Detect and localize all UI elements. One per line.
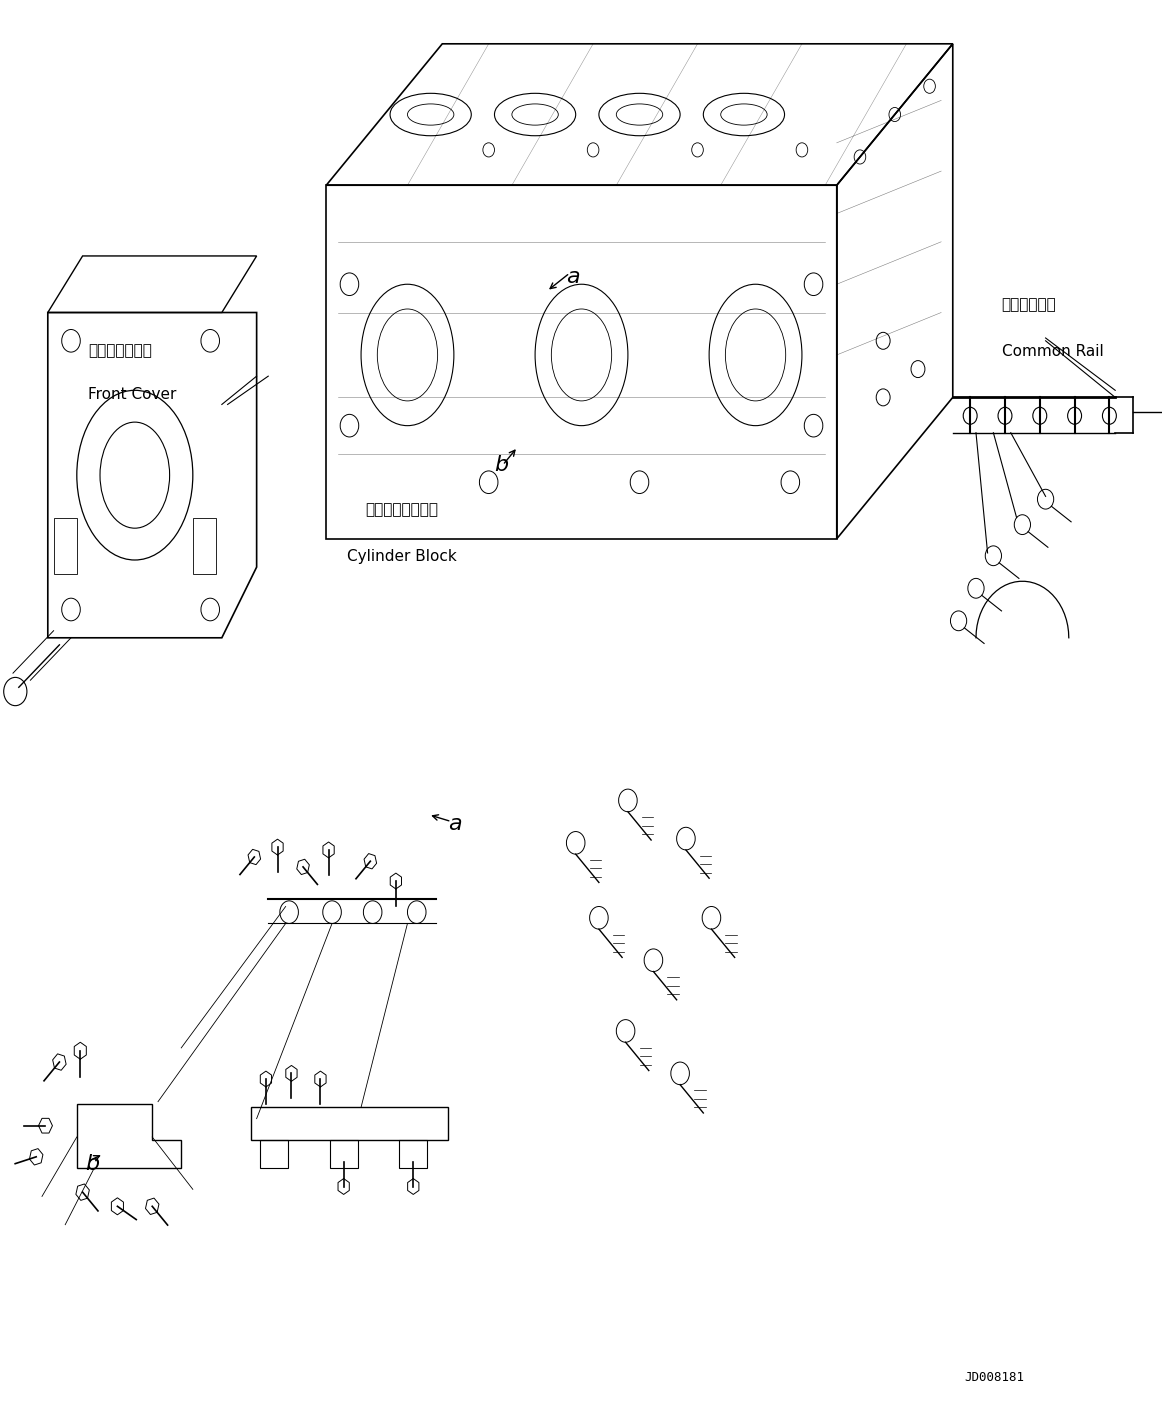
Text: Cylinder Block: Cylinder Block xyxy=(347,548,457,564)
Text: Common Rail: Common Rail xyxy=(1001,344,1104,359)
Text: Front Cover: Front Cover xyxy=(88,387,177,402)
Text: フロントカバー: フロントカバー xyxy=(88,343,152,357)
Bar xyxy=(193,517,216,574)
Text: JD008181: JD008181 xyxy=(964,1372,1025,1384)
Text: a: a xyxy=(566,268,580,288)
Text: コモンレール: コモンレール xyxy=(1001,298,1056,313)
Text: a: a xyxy=(448,815,462,835)
Text: シリンダブロック: シリンダブロック xyxy=(365,503,438,517)
Text: b: b xyxy=(85,1153,99,1173)
Text: b: b xyxy=(494,455,508,475)
Bar xyxy=(53,517,77,574)
